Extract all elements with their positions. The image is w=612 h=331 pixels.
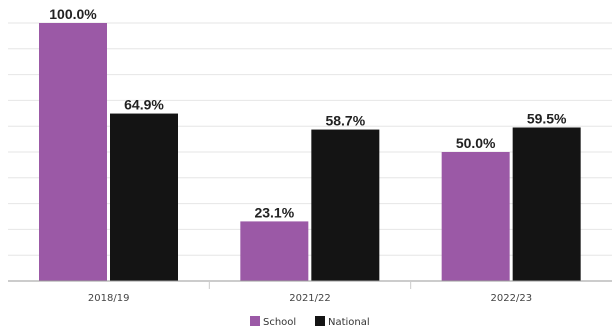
legend: School National	[250, 316, 370, 328]
legend-label-school: School	[263, 317, 296, 328]
data-label-school-0: 100.0%	[49, 6, 97, 22]
bar-national-1	[311, 129, 380, 281]
x-tick-label-1: 2021/22	[289, 293, 331, 304]
x-tick-label-0: 2018/19	[88, 293, 130, 304]
data-labels: 100.0% 64.9% 23.1% 58.7% 50.0% 59.5%	[49, 6, 567, 220]
legend-swatch-national	[315, 316, 325, 326]
legend-swatch-school	[250, 316, 260, 326]
x-tick-label-2: 2022/23	[491, 293, 533, 304]
x-axis-ticks: 2018/19 2021/22 2022/23	[88, 281, 532, 304]
bar-national-0	[110, 113, 178, 281]
data-label-national-0: 64.9%	[124, 97, 164, 113]
data-label-school-1: 23.1%	[254, 204, 294, 220]
bar-school-1	[240, 221, 309, 281]
data-label-school-2: 50.0%	[456, 135, 496, 151]
bar-school-0	[39, 23, 107, 281]
bar-national-2	[512, 127, 581, 282]
data-label-national-1: 58.7%	[325, 113, 365, 129]
gridlines	[8, 22, 612, 282]
bar-school-2	[441, 152, 510, 281]
data-label-national-2: 59.5%	[527, 110, 567, 126]
legend-label-national: National	[328, 317, 370, 328]
bars	[39, 23, 581, 282]
